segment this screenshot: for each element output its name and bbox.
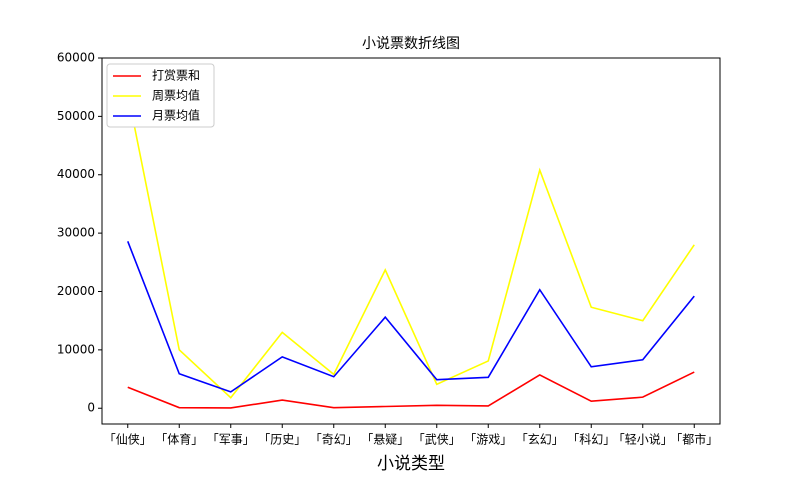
x-tick-label: 「奇幻」 — [310, 433, 358, 447]
x-tick-label: 「游戏」 — [464, 433, 512, 447]
y-tick-label: 20000 — [57, 284, 95, 298]
x-axis-label: 小说类型 — [377, 454, 445, 474]
x-tick-label: 「体育」 — [155, 432, 203, 447]
y-tick-label: 30000 — [57, 226, 95, 240]
x-tick-label: 「军事」 — [207, 433, 255, 447]
y-tick-label: 0 — [87, 401, 95, 415]
y-tick-label: 40000 — [57, 167, 95, 181]
legend-label: 周票均值 — [152, 88, 200, 103]
x-tick-label: 「玄幻」 — [516, 432, 564, 447]
chart-title: 小说票数折线图 — [362, 36, 460, 52]
line — [126, 92, 695, 399]
y-tick-label: 60000 — [57, 51, 95, 65]
x-tick-label: 「科幻」 — [567, 433, 615, 447]
y-tick-label: 50000 — [57, 109, 95, 123]
y-tick-label: 10000 — [57, 342, 95, 356]
line — [127, 241, 695, 393]
legend-label: 月票均值 — [152, 108, 200, 123]
x-tick-label: 「悬疑」 — [361, 432, 409, 447]
x-tick-label: 「都市」 — [670, 432, 718, 447]
plot-frame — [101, 57, 721, 425]
line — [127, 371, 695, 409]
legend-box — [106, 63, 215, 128]
x-tick-label: 「历史」 — [258, 433, 306, 447]
x-tick-label: 「仙侠」 — [104, 433, 152, 447]
legend-label: 打赏票和 — [152, 69, 200, 83]
x-tick-label: 「轻小说」 — [613, 432, 673, 447]
x-tick-label: 「武侠」 — [413, 433, 461, 447]
